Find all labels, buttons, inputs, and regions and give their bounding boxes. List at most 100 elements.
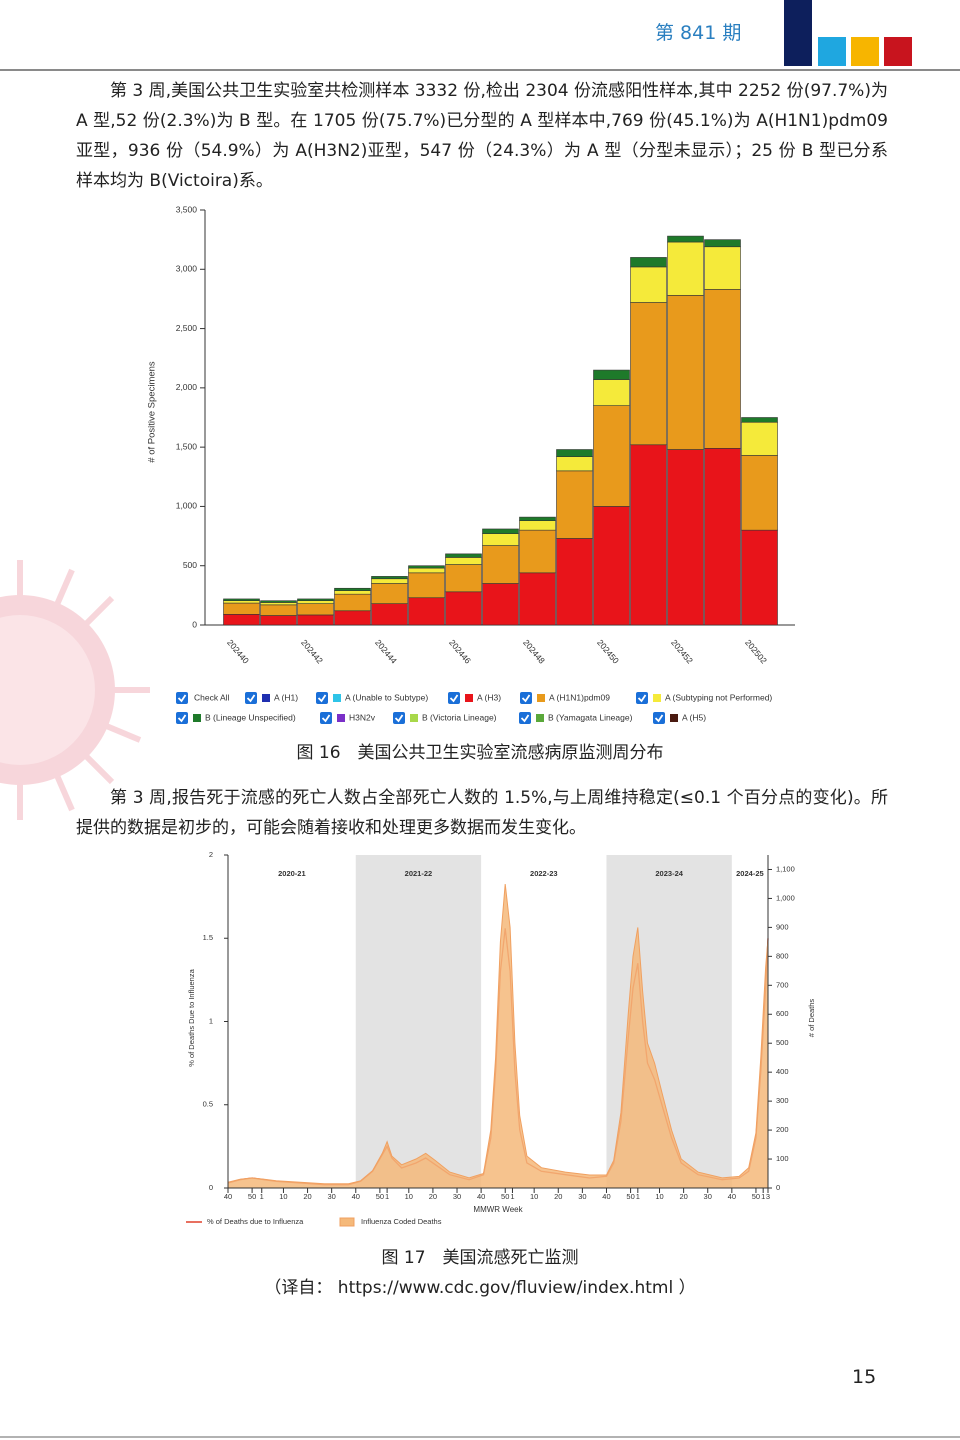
x-tick-label: 1 bbox=[260, 1192, 264, 1201]
legend-check bbox=[394, 714, 404, 723]
bar-segment bbox=[482, 583, 519, 626]
bar-segment bbox=[482, 545, 519, 584]
x-tick-label: 1 bbox=[510, 1192, 514, 1201]
legend-check bbox=[177, 694, 187, 703]
bar-segment bbox=[630, 257, 667, 268]
x-tick-label: 40 bbox=[352, 1192, 360, 1201]
legend-check bbox=[246, 694, 256, 703]
y-tick-label: 500 bbox=[183, 560, 197, 570]
legend-label: B (Yamagata Lineage) bbox=[548, 712, 633, 722]
legend-label: A (H5) bbox=[682, 712, 706, 722]
bar-segment bbox=[704, 246, 741, 290]
x-tick-label: 30 bbox=[704, 1192, 712, 1201]
bar-segment bbox=[223, 614, 260, 626]
x-tick-label: 1 bbox=[761, 1192, 765, 1201]
x-tick-label: 202446 bbox=[447, 637, 473, 665]
legend-checkbox bbox=[245, 692, 257, 704]
bar-segment bbox=[630, 444, 667, 626]
legend-checkbox bbox=[393, 712, 405, 724]
y-tick-label: 3,000 bbox=[176, 264, 198, 274]
figure-caption: 图 16 美国公共卫生实验室流感病原监测周分布 bbox=[296, 743, 664, 763]
legend-swatch bbox=[536, 714, 544, 722]
legend-swatch bbox=[465, 694, 473, 702]
legend-swatch bbox=[410, 714, 418, 722]
legend-check bbox=[177, 714, 187, 723]
header-block bbox=[884, 37, 912, 66]
bar-segment bbox=[704, 289, 741, 449]
bar-segment bbox=[334, 593, 371, 612]
legend-label: H3N2v bbox=[349, 712, 376, 722]
paragraph: 第 3 周,美国公共卫生实验室共检测样本 3332 份,检出 2304 份流感阳… bbox=[76, 81, 888, 191]
y-tick-label: 0.5 bbox=[203, 1100, 213, 1109]
x-tick-label: 50 bbox=[626, 1192, 634, 1201]
legend-checkbox bbox=[636, 692, 648, 704]
bar-segment bbox=[482, 528, 519, 535]
y2-tick-label: 1,000 bbox=[776, 893, 795, 902]
bar-segment bbox=[667, 449, 704, 626]
x-tick-label: 20 bbox=[429, 1192, 437, 1201]
x-tick-label: 202442 bbox=[299, 637, 325, 665]
legend-check bbox=[520, 714, 530, 723]
bar-segment bbox=[371, 578, 408, 584]
legend-label: Check All bbox=[194, 692, 230, 702]
legend-swatch bbox=[262, 694, 270, 702]
legend-label: A (Subtyping not Performed) bbox=[665, 692, 772, 702]
legend-checkbox bbox=[519, 712, 531, 724]
bar-segment bbox=[704, 448, 741, 626]
x-tick-label: 50 bbox=[752, 1192, 760, 1201]
legend-check bbox=[449, 694, 459, 703]
bar-segment bbox=[445, 591, 482, 626]
y-tick-label: 2,500 bbox=[176, 323, 198, 333]
bar-segment bbox=[667, 235, 704, 243]
bar-segment bbox=[408, 572, 445, 599]
x-tick-label: 202440 bbox=[225, 637, 251, 665]
legend-swatch bbox=[333, 694, 341, 702]
x-tick-label: 1 bbox=[636, 1192, 640, 1201]
x-tick-label: 30 bbox=[453, 1192, 461, 1201]
bar-segment bbox=[408, 565, 445, 569]
legend-checkbox bbox=[520, 692, 532, 704]
bar-segment bbox=[371, 583, 408, 604]
bar-segment bbox=[223, 602, 260, 615]
bar-segment bbox=[741, 417, 778, 423]
x-tick-label: 40 bbox=[602, 1192, 610, 1201]
bar-segment bbox=[593, 506, 630, 626]
bar-segment bbox=[593, 379, 630, 406]
legend-check bbox=[637, 694, 647, 703]
legend-checkbox bbox=[176, 692, 188, 704]
bar-segment bbox=[519, 572, 556, 626]
x-tick-label: 50 bbox=[248, 1192, 256, 1201]
area-outline bbox=[227, 883, 769, 1185]
issue-label: 第 841 期 bbox=[655, 22, 742, 44]
x-tick-label: 40 bbox=[728, 1192, 736, 1201]
bar-segment bbox=[630, 302, 667, 446]
y-tick-label: 2,000 bbox=[176, 382, 198, 392]
x-tick-label: 20 bbox=[554, 1192, 562, 1201]
legend-label: A (H3) bbox=[477, 692, 501, 702]
season-label: 2023-24 bbox=[655, 869, 683, 878]
x-tick-label: 20 bbox=[303, 1192, 311, 1201]
y2-tick-label: 0 bbox=[776, 1183, 780, 1192]
y2-tick-label: 900 bbox=[776, 922, 789, 931]
legend-swatch bbox=[339, 1217, 355, 1227]
legend-label: Influenza Coded Deaths bbox=[361, 1217, 442, 1226]
legend-label: B (Victoria Lineage) bbox=[422, 712, 497, 722]
legend-check bbox=[521, 694, 531, 703]
legend-check bbox=[654, 714, 664, 723]
bar-segment bbox=[630, 266, 667, 303]
x-tick-label: 1 bbox=[385, 1192, 389, 1201]
bar-segment bbox=[408, 597, 445, 626]
bar-segment bbox=[593, 369, 630, 380]
legend-label: B (Lineage Unspecified) bbox=[205, 712, 296, 722]
legend-label: A (Unable to Subtype) bbox=[345, 692, 428, 702]
legend-check bbox=[321, 714, 331, 723]
y2-tick-label: 500 bbox=[776, 1038, 789, 1047]
y2-tick-label: 200 bbox=[776, 1125, 789, 1134]
season-label: 2024-25 bbox=[736, 869, 764, 878]
x-tick-label: 10 bbox=[530, 1192, 538, 1201]
bar-segment bbox=[704, 239, 741, 248]
bar-segment bbox=[260, 604, 297, 616]
bar-segment bbox=[741, 529, 778, 626]
legend-label: A (H1N1)pdm09 bbox=[549, 692, 610, 702]
